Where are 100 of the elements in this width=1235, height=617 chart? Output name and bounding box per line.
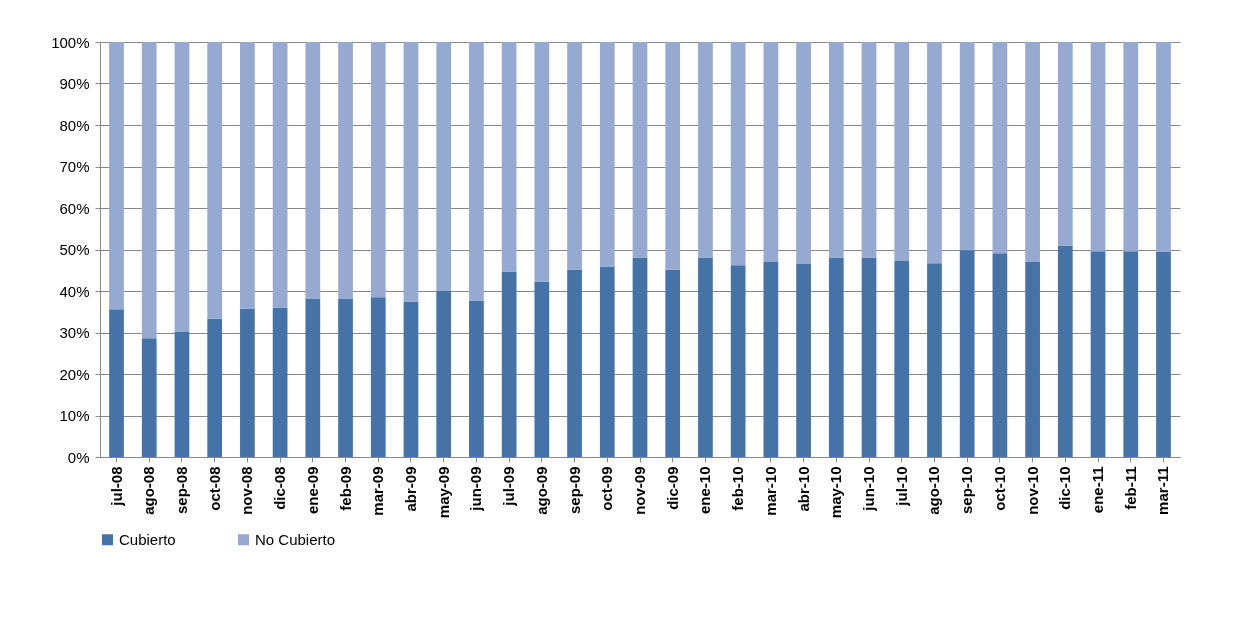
x-tick-label: dic-08	[271, 466, 289, 510]
x-tick-label: jul-09	[500, 466, 518, 507]
bar	[927, 42, 942, 264]
x-tick-label: jul-10	[892, 466, 910, 507]
bar	[272, 42, 288, 308]
bar	[861, 42, 877, 258]
bar	[1123, 42, 1139, 252]
x-tick-label: oct-08	[205, 466, 223, 511]
y-tick-label: 40%	[59, 282, 90, 300]
bar	[927, 263, 942, 457]
bar	[141, 42, 157, 339]
bar	[436, 291, 452, 457]
x-tick-label: mar-11	[1154, 466, 1172, 515]
bar	[501, 271, 517, 457]
bar	[174, 42, 190, 333]
legend-label: No Cubierto	[255, 530, 336, 548]
bar	[1025, 261, 1040, 457]
y-tick-label: 90%	[59, 75, 90, 92]
bar	[567, 269, 582, 457]
bar	[534, 281, 550, 457]
bar	[141, 338, 157, 457]
x-tick-label: dic-10	[1056, 466, 1074, 510]
bar	[469, 42, 484, 301]
x-tick-label: nov-10	[1023, 466, 1041, 515]
bar	[469, 300, 484, 457]
bar	[174, 332, 190, 457]
x-tick-label: ene-11	[1089, 466, 1107, 514]
bar	[698, 42, 713, 258]
x-tick-label: abr-10	[794, 466, 812, 512]
bar	[1156, 251, 1171, 457]
x-tick-label: ago-10	[925, 466, 943, 515]
legend-label: Cubierto	[119, 530, 176, 548]
bar	[240, 308, 255, 457]
bar	[403, 301, 419, 457]
bar	[599, 42, 615, 267]
y-tick-label: 100%	[51, 33, 90, 51]
bar	[1123, 251, 1139, 457]
y-tick-label: 60%	[59, 199, 90, 217]
y-tick-label: 0%	[67, 448, 90, 466]
bar	[305, 298, 321, 457]
bar	[665, 42, 681, 270]
bar	[338, 298, 353, 457]
bar	[305, 42, 321, 299]
y-tick-label: 80%	[59, 116, 90, 134]
bar	[992, 253, 1008, 457]
x-tick-label: ago-09	[532, 466, 550, 515]
bar	[992, 42, 1008, 254]
bar	[894, 42, 910, 262]
bar	[109, 309, 124, 457]
bar	[828, 42, 844, 258]
x-tick-label: may-10	[827, 466, 845, 519]
x-tick-label: nov-08	[238, 466, 256, 515]
x-tick-label: feb-11	[1121, 466, 1139, 510]
bar	[272, 307, 288, 457]
bar	[1057, 42, 1073, 246]
bar	[1090, 251, 1106, 457]
x-tick-label: feb-10	[729, 466, 747, 511]
x-tick-label: jun-09	[467, 466, 485, 512]
bar	[894, 261, 910, 457]
x-tick-label: oct-10	[990, 466, 1008, 511]
x-tick-label: sep-09	[565, 466, 583, 515]
bar	[501, 42, 517, 272]
bar	[959, 250, 975, 457]
x-tick-label: feb-09	[336, 466, 354, 511]
bar	[436, 42, 452, 291]
bar	[730, 265, 746, 457]
x-tick-label: jul-08	[107, 466, 125, 507]
y-tick-label: 70%	[59, 158, 90, 175]
bar	[1057, 245, 1073, 457]
x-tick-label: mar-09	[369, 466, 387, 516]
bar	[632, 42, 648, 258]
y-tick-label: 30%	[59, 324, 90, 341]
bar	[1156, 42, 1171, 252]
x-tick-label: ago-08	[140, 466, 158, 515]
bar	[632, 257, 648, 457]
y-tick-label: 50%	[59, 241, 90, 258]
bar	[796, 264, 811, 457]
bar	[370, 297, 386, 457]
y-tick-label: 10%	[59, 407, 90, 424]
x-tick-label: may-09	[434, 466, 452, 519]
x-tick-label: jun-10	[860, 466, 878, 512]
x-tick-label: mar-10	[761, 466, 779, 516]
x-tick-label: sep-10	[958, 466, 976, 515]
bar	[763, 261, 779, 457]
bar	[370, 42, 386, 298]
bar	[338, 42, 353, 299]
bar	[861, 257, 877, 457]
bar	[207, 42, 223, 319]
x-tick-label: abr-09	[401, 466, 419, 512]
x-tick-label: dic-09	[663, 466, 681, 510]
bar	[698, 257, 713, 457]
bar	[828, 257, 844, 457]
bar	[109, 42, 124, 310]
bar	[1025, 42, 1040, 262]
x-tick-label: sep-08	[172, 466, 190, 515]
bar	[403, 42, 419, 302]
x-tick-label: nov-09	[631, 466, 648, 515]
bar	[240, 42, 255, 309]
bar	[599, 266, 615, 457]
bar	[1090, 42, 1106, 252]
